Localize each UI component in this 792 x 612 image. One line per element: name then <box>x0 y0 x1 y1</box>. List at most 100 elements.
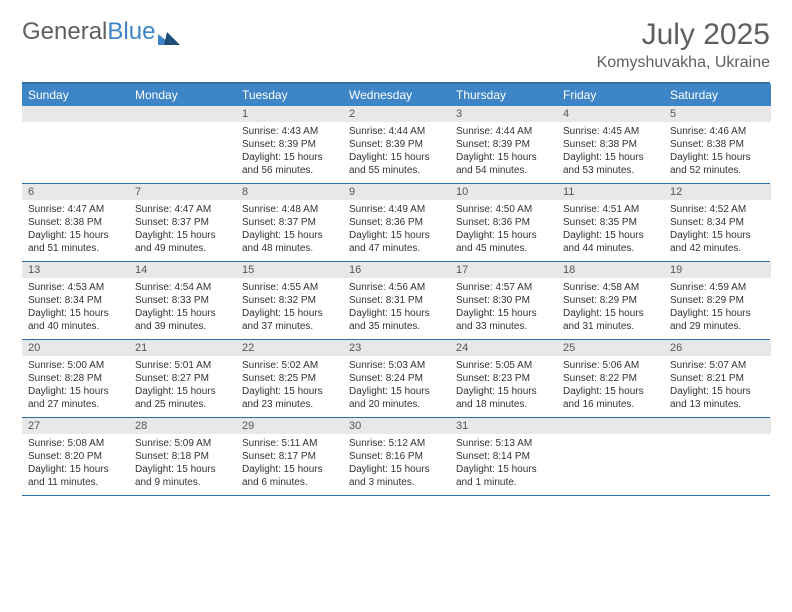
day-body: Sunrise: 5:13 AMSunset: 8:14 PMDaylight:… <box>450 434 557 495</box>
week-row: 27Sunrise: 5:08 AMSunset: 8:20 PMDayligh… <box>22 418 770 496</box>
day-header-row: Sunday Monday Tuesday Wednesday Thursday… <box>22 84 770 106</box>
day-cell: 21Sunrise: 5:01 AMSunset: 8:27 PMDayligh… <box>129 340 236 417</box>
day-line-ss: Sunset: 8:16 PM <box>349 450 444 463</box>
day-body: Sunrise: 5:09 AMSunset: 8:18 PMDaylight:… <box>129 434 236 495</box>
day-header: Saturday <box>664 84 771 106</box>
day-body: Sunrise: 4:56 AMSunset: 8:31 PMDaylight:… <box>343 278 450 339</box>
day-line-dl1: Daylight: 15 hours <box>456 463 551 476</box>
day-number: 13 <box>22 262 129 278</box>
day-line-dl2: and 18 minutes. <box>456 398 551 411</box>
day-header: Monday <box>129 84 236 106</box>
day-number: 6 <box>22 184 129 200</box>
day-number: 14 <box>129 262 236 278</box>
logo-triangle-icon <box>158 24 180 40</box>
day-number: 2 <box>343 106 450 122</box>
day-line-dl2: and 48 minutes. <box>242 242 337 255</box>
day-line-ss: Sunset: 8:25 PM <box>242 372 337 385</box>
day-line-dl2: and 37 minutes. <box>242 320 337 333</box>
day-line-dl2: and 20 minutes. <box>349 398 444 411</box>
day-cell: 7Sunrise: 4:47 AMSunset: 8:37 PMDaylight… <box>129 184 236 261</box>
day-body: Sunrise: 4:50 AMSunset: 8:36 PMDaylight:… <box>450 200 557 261</box>
day-body: Sunrise: 5:06 AMSunset: 8:22 PMDaylight:… <box>557 356 664 417</box>
day-number: 7 <box>129 184 236 200</box>
week-row: 6Sunrise: 4:47 AMSunset: 8:38 PMDaylight… <box>22 184 770 262</box>
day-line-sr: Sunrise: 4:55 AM <box>242 281 337 294</box>
day-line-dl1: Daylight: 15 hours <box>135 385 230 398</box>
day-line-dl1: Daylight: 15 hours <box>670 151 765 164</box>
title-location: Komyshuvakha, Ukraine <box>597 54 770 72</box>
day-line-dl2: and 56 minutes. <box>242 164 337 177</box>
day-line-dl1: Daylight: 15 hours <box>242 307 337 320</box>
day-line-ss: Sunset: 8:29 PM <box>670 294 765 307</box>
day-number: 1 <box>236 106 343 122</box>
day-line-dl2: and 6 minutes. <box>242 476 337 489</box>
day-line-dl2: and 9 minutes. <box>135 476 230 489</box>
day-line-sr: Sunrise: 5:01 AM <box>135 359 230 372</box>
day-cell: 20Sunrise: 5:00 AMSunset: 8:28 PMDayligh… <box>22 340 129 417</box>
day-line-sr: Sunrise: 5:02 AM <box>242 359 337 372</box>
day-line-ss: Sunset: 8:24 PM <box>349 372 444 385</box>
day-line-dl1: Daylight: 15 hours <box>349 229 444 242</box>
day-cell: 15Sunrise: 4:55 AMSunset: 8:32 PMDayligh… <box>236 262 343 339</box>
day-line-sr: Sunrise: 5:11 AM <box>242 437 337 450</box>
day-cell: 31Sunrise: 5:13 AMSunset: 8:14 PMDayligh… <box>450 418 557 495</box>
day-line-dl1: Daylight: 15 hours <box>349 307 444 320</box>
day-number: 24 <box>450 340 557 356</box>
day-line-ss: Sunset: 8:37 PM <box>135 216 230 229</box>
day-line-dl2: and 23 minutes. <box>242 398 337 411</box>
day-line-sr: Sunrise: 4:47 AM <box>28 203 123 216</box>
day-body: Sunrise: 4:44 AMSunset: 8:39 PMDaylight:… <box>343 122 450 183</box>
day-line-dl2: and 54 minutes. <box>456 164 551 177</box>
day-cell: 22 Sunrise: 5:02 AMSunset: 8:25 PMDayligh… <box>236 340 343 417</box>
day-cell: 30Sunrise: 5:12 AMSunset: 8:16 PMDayligh… <box>343 418 450 495</box>
day-line-ss: Sunset: 8:28 PM <box>28 372 123 385</box>
day-line-sr: Sunrise: 5:08 AM <box>28 437 123 450</box>
day-cell: 10Sunrise: 4:50 AMSunset: 8:36 PMDayligh… <box>450 184 557 261</box>
day-cell: 11Sunrise: 4:51 AMSunset: 8:35 PMDayligh… <box>557 184 664 261</box>
day-cell: 28Sunrise: 5:09 AMSunset: 8:18 PMDayligh… <box>129 418 236 495</box>
day-body: Sunrise: 5:11 AMSunset: 8:17 PMDaylight:… <box>236 434 343 495</box>
day-number: 9 <box>343 184 450 200</box>
day-line-sr: Sunrise: 4:58 AM <box>563 281 658 294</box>
day-line-dl1: Daylight: 15 hours <box>563 307 658 320</box>
day-line-dl2: and 31 minutes. <box>563 320 658 333</box>
day-header: Tuesday <box>236 84 343 106</box>
day-body: Sunrise: 4:54 AMSunset: 8:33 PMDaylight:… <box>129 278 236 339</box>
day-body: Sunrise: 5:07 AMSunset: 8:21 PMDaylight:… <box>664 356 771 417</box>
day-line-dl1: Daylight: 15 hours <box>670 229 765 242</box>
day-cell: 9Sunrise: 4:49 AMSunset: 8:36 PMDaylight… <box>343 184 450 261</box>
day-line-ss: Sunset: 8:30 PM <box>456 294 551 307</box>
day-line-dl2: and 45 minutes. <box>456 242 551 255</box>
day-line-ss: Sunset: 8:17 PM <box>242 450 337 463</box>
day-number: 16 <box>343 262 450 278</box>
day-number: 22 <box>236 340 343 356</box>
day-line-ss: Sunset: 8:39 PM <box>349 138 444 151</box>
day-line-sr: Sunrise: 5:00 AM <box>28 359 123 372</box>
day-line-dl2: and 40 minutes. <box>28 320 123 333</box>
day-cell: 2Sunrise: 4:44 AMSunset: 8:39 PMDaylight… <box>343 106 450 183</box>
day-line-sr: Sunrise: 4:43 AM <box>242 125 337 138</box>
day-line-dl1: Daylight: 15 hours <box>242 385 337 398</box>
day-body: Sunrise: 4:52 AMSunset: 8:34 PMDaylight:… <box>664 200 771 261</box>
day-line-dl1: Daylight: 15 hours <box>349 463 444 476</box>
day-body: Sunrise: 4:49 AMSunset: 8:36 PMDaylight:… <box>343 200 450 261</box>
day-body: Sunrise: 4:59 AMSunset: 8:29 PMDaylight:… <box>664 278 771 339</box>
day-line-sr: Sunrise: 5:06 AM <box>563 359 658 372</box>
day-line-sr: Sunrise: 5:12 AM <box>349 437 444 450</box>
day-number: 11 <box>557 184 664 200</box>
day-line-ss: Sunset: 8:20 PM <box>28 450 123 463</box>
day-body: Sunrise: 5:01 AMSunset: 8:27 PMDaylight:… <box>129 356 236 417</box>
day-line-dl1: Daylight: 15 hours <box>28 463 123 476</box>
title-month: July 2025 <box>597 18 770 52</box>
day-body: Sunrise: 4:45 AMSunset: 8:38 PMDaylight:… <box>557 122 664 183</box>
day-number: 4 <box>557 106 664 122</box>
day-line-dl1: Daylight: 15 hours <box>563 229 658 242</box>
day-body: Sunrise: 4:58 AMSunset: 8:29 PMDaylight:… <box>557 278 664 339</box>
day-line-ss: Sunset: 8:39 PM <box>456 138 551 151</box>
day-body: Sunrise: 4:46 AMSunset: 8:38 PMDaylight:… <box>664 122 771 183</box>
day-number: 20 <box>22 340 129 356</box>
day-line-ss: Sunset: 8:35 PM <box>563 216 658 229</box>
day-line-dl2: and 16 minutes. <box>563 398 658 411</box>
day-line-sr: Sunrise: 5:07 AM <box>670 359 765 372</box>
day-cell: 5Sunrise: 4:46 AMSunset: 8:38 PMDaylight… <box>664 106 771 183</box>
